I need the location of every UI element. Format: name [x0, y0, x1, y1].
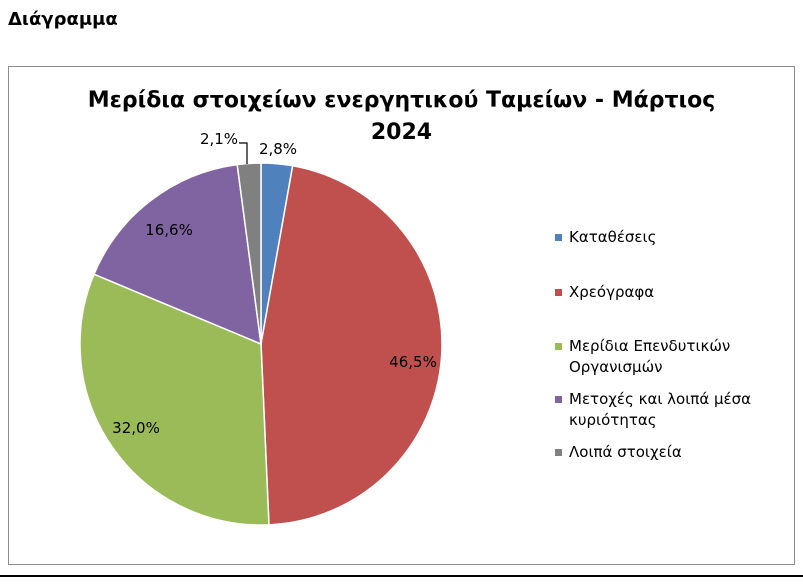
pie-slice [93, 163, 262, 346]
legend-item: Μερίδια Επενδυτικών Οργανισμών [555, 336, 785, 378]
legend-label: Λοιπά στοιχεία [569, 443, 682, 461]
data-label: 2,1% [200, 130, 238, 148]
legend-item: Μετοχές και λοιπά μέσα κυριότητας [555, 389, 785, 431]
bottom-divider [0, 575, 803, 577]
pie-slice [236, 162, 262, 345]
data-label: 46,5% [389, 353, 437, 371]
chart-title-line-2: 2024 [370, 120, 433, 145]
legend-item: Λοιπά στοιχεία [555, 442, 785, 463]
legend-swatch [555, 234, 562, 241]
legend-swatch [555, 343, 562, 350]
chart-title-line-1: Μερίδια στοιχείων ενεργητικού Ταμείων - … [87, 88, 716, 113]
legend-label: κυριότητας [569, 411, 657, 429]
legend-swatch [555, 396, 562, 403]
legend-label: Χρεόγραφα [569, 283, 655, 301]
chart-legend: Καταθέσεις Χρεόγραφα Μερίδια Επενδυτικών Ορ… [555, 227, 785, 463]
legend-item: Χρεόγραφα [555, 282, 785, 303]
legend-label: Μερίδια Επενδυτικών [569, 337, 731, 355]
pie-slice [260, 164, 443, 526]
pie-slice [79, 273, 270, 526]
legend-label: Οργανισμών [569, 358, 663, 376]
legend-swatch [555, 289, 562, 296]
leader-line [239, 142, 248, 164]
data-label: 16,6% [145, 221, 193, 239]
data-label: 2,8% [259, 140, 297, 158]
data-label: 32,0% [112, 419, 160, 437]
chart-area: 2,8% 46,5% 32,0% 16,6% 2,1% Μερίδια στοιχείω… [8, 66, 795, 565]
legend-label: Καταθέσεις [569, 228, 657, 246]
page-heading: Διάγραμμα [8, 9, 118, 30]
pie-chart: 2,8% 46,5% 32,0% 16,6% 2,1% [79, 130, 443, 526]
chart-title: Μερίδια στοιχείων ενεργητικού Ταμείων - … [9, 85, 794, 149]
legend-swatch [555, 449, 562, 456]
legend-item: Καταθέσεις [555, 227, 785, 248]
legend-label: Μετοχές και λοιπά μέσα [569, 390, 752, 408]
